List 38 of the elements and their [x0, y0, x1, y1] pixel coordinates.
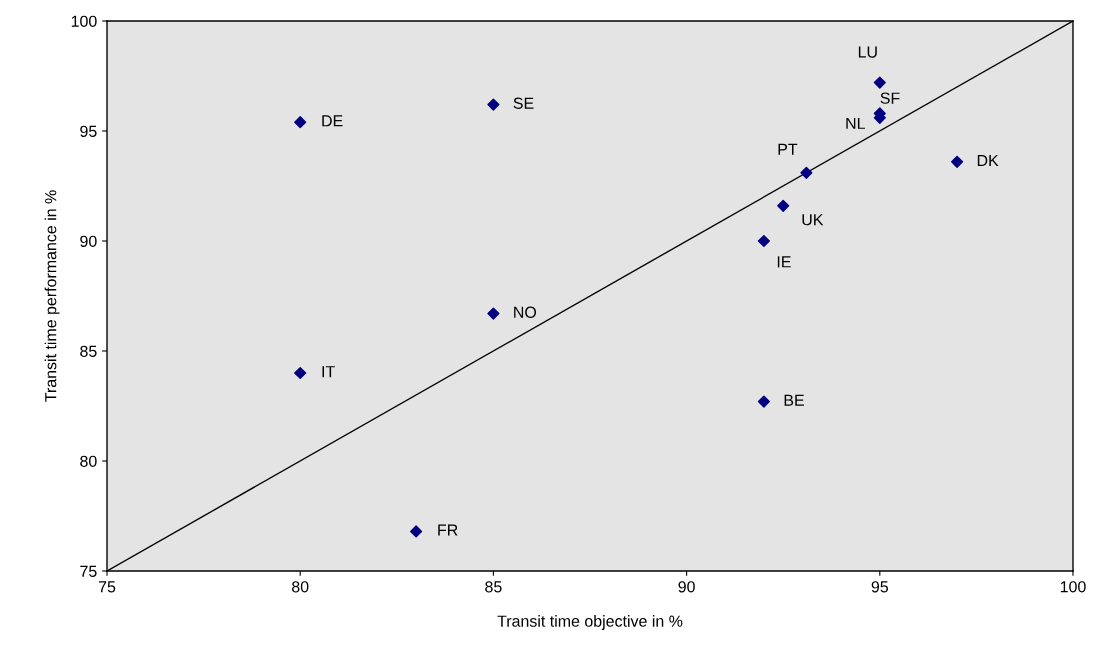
y-tick-label: 100 — [71, 15, 97, 27]
annotation: IT — [322, 366, 335, 378]
y-tick-label: 95 — [80, 125, 97, 137]
annotation: BE — [784, 394, 804, 406]
point — [294, 366, 307, 380]
point — [294, 116, 307, 129]
point — [410, 525, 423, 538]
point — [487, 98, 500, 111]
annotation: SF — [880, 92, 900, 104]
annotation: FR — [438, 524, 458, 536]
y-tick-label: 75 — [80, 565, 97, 577]
annotation: DE — [322, 115, 343, 127]
point — [777, 199, 790, 212]
annotation: IE — [777, 256, 791, 268]
y-axis-title: Transit time performance in % — [44, 190, 60, 402]
point — [800, 166, 813, 179]
x-tick-label: 85 — [485, 581, 502, 593]
point — [757, 234, 770, 248]
point — [873, 76, 886, 89]
x-tick-label: 80 — [292, 581, 309, 593]
y-tick-label: 85 — [80, 345, 97, 357]
x-axis-title: Transit time objective in % — [497, 615, 683, 630]
x-tick-label: 75 — [98, 581, 116, 593]
annotation: SE — [513, 97, 534, 109]
y-tick-label: 90 — [80, 235, 97, 247]
point — [487, 307, 500, 320]
annotation: PT — [778, 143, 798, 155]
x-tick-label: 100 — [1060, 581, 1086, 593]
x-tick-label: 90 — [678, 581, 695, 593]
annotation: LU — [858, 46, 877, 58]
point — [951, 155, 964, 168]
annotation: NO — [514, 306, 537, 318]
annotation: UK — [802, 214, 824, 226]
point — [757, 395, 770, 408]
annotation: NL — [846, 117, 865, 129]
annotation: DK — [977, 154, 999, 166]
x-tick-label: 95 — [871, 581, 889, 593]
y-tick-label: 80 — [80, 455, 97, 467]
